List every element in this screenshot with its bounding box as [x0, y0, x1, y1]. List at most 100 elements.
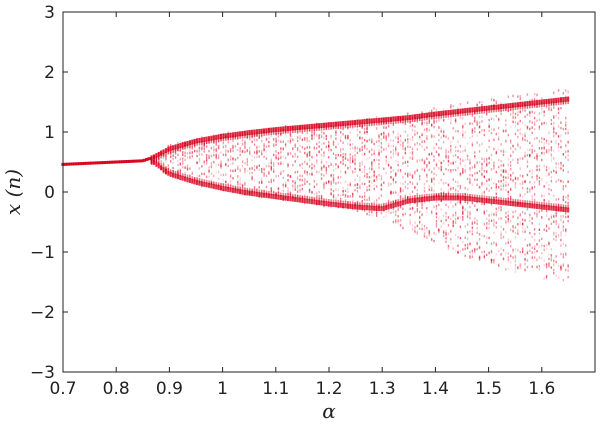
data-point	[402, 214, 404, 217]
data-point	[419, 197, 421, 201]
data-point	[428, 188, 430, 191]
data-point	[485, 198, 488, 204]
data-point	[373, 203, 376, 208]
data-point	[150, 160, 153, 163]
data-point	[220, 186, 222, 189]
data-point	[322, 122, 326, 128]
data-point	[208, 154, 210, 157]
data-point	[493, 99, 495, 102]
data-point	[277, 130, 280, 135]
data-point	[172, 166, 174, 170]
data-point	[239, 168, 241, 171]
data-point	[476, 121, 478, 125]
data-point	[354, 188, 356, 192]
data-point	[423, 148, 426, 151]
data-point	[524, 228, 526, 231]
data-point	[203, 144, 205, 147]
data-point	[387, 118, 390, 121]
data-point	[454, 168, 457, 172]
data-point	[135, 159, 139, 163]
data-point	[447, 247, 450, 250]
data-point	[409, 213, 411, 217]
data-point	[155, 161, 158, 167]
data-point	[399, 143, 402, 147]
data-point	[375, 203, 378, 208]
data-point	[301, 197, 304, 203]
data-point	[462, 117, 464, 120]
data-point	[371, 164, 373, 168]
data-point	[392, 177, 395, 181]
data-point	[543, 147, 545, 150]
data-point	[505, 107, 507, 112]
data-point	[481, 101, 483, 104]
data-point	[500, 209, 502, 212]
data-point	[169, 169, 172, 174]
data-point	[438, 153, 440, 156]
data-point	[337, 188, 340, 192]
data-point	[464, 192, 466, 196]
data-point	[538, 183, 541, 186]
data-point	[397, 119, 399, 124]
data-point	[423, 140, 426, 143]
data-point	[282, 155, 284, 158]
data-point	[368, 210, 371, 214]
data-point	[232, 135, 234, 140]
data-point	[541, 101, 543, 105]
data-point	[433, 119, 435, 122]
data-point	[397, 152, 399, 155]
data-point	[272, 153, 275, 157]
data-point	[256, 155, 258, 159]
data-point	[201, 183, 203, 186]
data-point	[493, 182, 495, 185]
data-point	[337, 202, 340, 208]
data-point	[399, 196, 402, 200]
data-point	[555, 101, 557, 104]
data-point	[445, 212, 447, 215]
data-point	[263, 147, 265, 151]
data-point	[488, 227, 490, 230]
data-point	[483, 109, 486, 114]
data-point	[404, 197, 407, 202]
data-point	[361, 125, 363, 128]
data-point	[498, 217, 500, 221]
data-point	[270, 166, 272, 169]
data-point	[466, 177, 469, 180]
data-point	[203, 140, 206, 145]
data-point	[505, 119, 507, 122]
data-point	[237, 142, 239, 146]
data-point	[256, 189, 258, 194]
data-point	[536, 165, 538, 168]
data-point	[454, 145, 457, 149]
data-point	[548, 173, 550, 176]
data-point	[567, 201, 569, 205]
data-point	[519, 174, 521, 177]
data-point	[466, 246, 469, 250]
data-point	[234, 135, 237, 139]
data-point	[407, 140, 409, 144]
data-point	[517, 111, 519, 114]
data-point	[330, 173, 332, 177]
data-point	[540, 204, 543, 210]
data-point	[426, 121, 428, 125]
data-point	[287, 164, 289, 167]
data-point	[270, 162, 272, 165]
data-point	[512, 230, 514, 233]
data-point	[550, 118, 553, 122]
data-point	[500, 247, 502, 250]
data-point	[160, 162, 162, 167]
data-point	[219, 133, 223, 139]
data-point	[304, 194, 306, 197]
data-point	[545, 181, 548, 184]
data-point	[66, 162, 70, 166]
data-point	[224, 183, 227, 188]
data-point	[165, 165, 167, 169]
data-point	[363, 146, 366, 149]
data-point	[407, 182, 409, 186]
data-point	[344, 164, 347, 167]
data-point	[368, 184, 371, 187]
data-point	[507, 133, 509, 137]
data-point	[225, 180, 227, 184]
data-point	[416, 117, 419, 121]
data-point	[316, 195, 318, 198]
data-point	[514, 148, 517, 151]
